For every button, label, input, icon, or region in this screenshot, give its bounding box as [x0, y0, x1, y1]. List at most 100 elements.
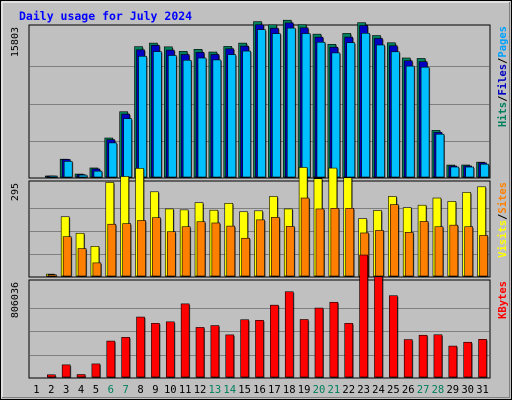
bar-sites-day-8: [137, 220, 146, 277]
bar-sites-day-22: [345, 208, 355, 277]
bar-sites-day-14: [226, 225, 236, 277]
bar-sites-day-30: [464, 226, 473, 277]
x-label-day-28: 28: [432, 384, 445, 396]
bar-pages-day-9: [153, 51, 162, 178]
x-label-day-19: 19: [298, 384, 311, 396]
bar-kbytes-day-10: [165, 321, 175, 378]
panel-middle: 295 Visits/Sites: [10, 167, 509, 278]
bar-pages-day-23: [361, 32, 370, 178]
bar-sites-day-20: [315, 208, 325, 277]
bar-sites-day-16: [256, 219, 265, 277]
legend-part: /: [497, 214, 509, 220]
bar-sites-day-19: [300, 197, 310, 277]
panel-top-max-label: 15803: [10, 27, 21, 57]
bar-pages-day-2: [49, 175, 58, 178]
bar-pages-day-10: [167, 55, 177, 178]
bar-sites-day-13: [211, 222, 221, 277]
bar-shadow: [49, 275, 58, 277]
bar-pages-day-8: [138, 56, 147, 178]
bar-kbytes-day-7: [121, 337, 130, 378]
x-label-day-25: 25: [387, 384, 400, 396]
legend-part: Pages: [497, 26, 509, 58]
bar-kbytes-day-5: [91, 363, 101, 378]
bar-pages-day-3: [63, 161, 73, 178]
bar-pages-day-7: [123, 118, 132, 178]
bar-kbytes-day-6: [106, 340, 116, 378]
bar-pages-day-31: [480, 163, 489, 178]
x-label-day-24: 24: [372, 384, 385, 396]
x-label-day-11: 11: [179, 384, 192, 396]
x-label-day-4: 4: [78, 384, 84, 396]
bar-sites-day-27: [419, 221, 429, 277]
bar-kbytes-day-21: [329, 301, 339, 378]
panel-middle-max-label: 295: [10, 183, 21, 201]
x-label-day-12: 12: [194, 384, 207, 396]
bar-kbytes-day-4: [76, 374, 86, 378]
bar-pages-day-18: [286, 27, 296, 178]
bar-sites-day-11: [181, 226, 191, 277]
panel-bottom: 806036 KBytes: [10, 254, 509, 379]
legend-part: Sites: [497, 182, 509, 214]
bar-kbytes-day-30: [463, 341, 472, 378]
bar-kbytes-day-14: [225, 334, 235, 378]
legend-part: KBytes: [497, 281, 509, 319]
x-label-day-31: 31: [476, 384, 489, 396]
legend-part: Visits: [497, 220, 509, 258]
bar-kbytes-day-29: [448, 345, 458, 378]
bar-kbytes-day-22: [344, 323, 354, 378]
bar-pages-day-25: [391, 51, 400, 178]
bar-kbytes-day-11: [180, 303, 190, 378]
bar-kbytes-day-2: [47, 374, 56, 378]
bar-kbytes-day-31: [478, 339, 487, 378]
bar-pages-day-27: [420, 66, 430, 178]
bar-pages-day-11: [182, 59, 192, 178]
x-label-day-17: 17: [268, 384, 281, 396]
bar-pages-day-26: [405, 65, 415, 178]
bar-pages-day-13: [212, 59, 222, 178]
x-label-day-6: 6: [108, 384, 114, 396]
bar-pages-day-28: [435, 133, 445, 178]
x-label-day-21: 21: [328, 384, 341, 396]
bar-pages-day-19: [301, 33, 311, 178]
bar-kbytes-day-13: [210, 325, 220, 378]
bar-pages-day-5: [93, 170, 103, 178]
bar-pages-day-6: [108, 142, 118, 178]
bar-kbytes-day-20: [314, 307, 324, 378]
bar-sites-day-4: [77, 248, 87, 277]
x-label-day-15: 15: [238, 384, 251, 396]
bar-pages-day-15: [242, 50, 251, 178]
bar-pages-day-20: [316, 41, 326, 178]
x-label-day-5: 5: [93, 384, 99, 396]
x-label-day-10: 10: [164, 384, 177, 396]
bar-kbytes-day-15: [240, 319, 249, 378]
x-label-day-9: 9: [152, 384, 158, 396]
bar-kbytes-day-28: [433, 334, 443, 378]
x-label-day-13: 13: [209, 384, 222, 396]
bar-pages-day-12: [197, 57, 207, 178]
x-label-day-1: 1: [33, 384, 39, 396]
x-label-day-2: 2: [48, 384, 54, 396]
bar-kbytes-day-9: [151, 323, 160, 378]
x-label-day-26: 26: [402, 384, 415, 396]
x-axis-labels: 1 2 3 4 5 6 7 8 9 10 11 12 13 14 15 16 17 18 19 20 21 22 23 24 2…: [33, 384, 489, 396]
bar-kbytes-day-16: [255, 320, 264, 378]
panel-bottom-legend: KBytes: [497, 281, 509, 319]
bar-kbytes-day-24: [374, 276, 383, 378]
bar-sites-day-17: [271, 217, 280, 277]
bar-shadow: [50, 177, 59, 178]
bar-pages-day-14: [227, 54, 237, 178]
x-label-day-7: 7: [122, 384, 128, 396]
x-label-day-27: 27: [417, 384, 430, 396]
bar-sites-day-12: [196, 221, 206, 277]
bar-kbytes-day-17: [270, 304, 279, 378]
bar-sites-day-26: [404, 232, 414, 277]
x-label-day-3: 3: [63, 384, 69, 396]
bar-sites-day-10: [166, 231, 176, 277]
x-label-day-29: 29: [446, 384, 459, 396]
bar-pages-day-22: [346, 42, 356, 178]
bar-sites-day-29: [449, 224, 459, 277]
bar-kbytes-day-23: [359, 254, 368, 378]
x-label-day-23: 23: [357, 384, 370, 396]
